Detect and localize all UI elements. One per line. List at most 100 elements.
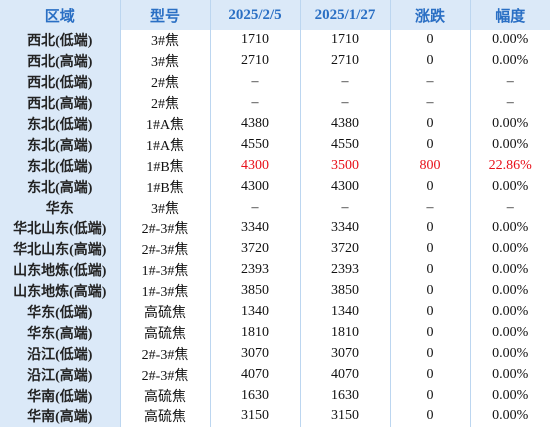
table-row: 东北(低端) 1#A焦 4380 4380 0 0.00%: [0, 113, 550, 135]
table-row: 华东(低端) 高硫焦 1340 1340 0 0.00%: [0, 301, 550, 323]
table-cell: –: [390, 92, 471, 114]
region-cell: 东北(高端): [0, 176, 121, 198]
header-cell: 型号: [120, 0, 211, 30]
table-cell: –: [300, 197, 391, 219]
table-cell: 0.00%: [492, 220, 529, 236]
table-cell: 1810: [210, 322, 301, 344]
table-row: 西北(高端) 3#焦 2710 2710 0 0.00%: [0, 50, 550, 72]
table-cell: –: [390, 71, 471, 93]
table-cell: 0: [390, 134, 471, 156]
region-cell: 山东地炼(低端): [0, 259, 121, 281]
table-cell: 1810: [300, 322, 391, 344]
table-cell: 0.00%: [492, 345, 529, 361]
table-cell: 0.00%: [492, 304, 529, 320]
table-cell: 4550: [300, 134, 391, 156]
table-cell: 0: [390, 218, 471, 239]
table-cell: 2#-3#焦: [120, 238, 211, 260]
header-cell: 区域: [0, 0, 121, 30]
table-cell: 0: [390, 176, 471, 198]
table-cell: 1#A焦: [120, 134, 211, 156]
region-cell: 华南(低端): [0, 385, 121, 407]
table-cell: 0.00%: [492, 53, 529, 69]
table-cell: 0.00%: [492, 178, 529, 194]
table-cell: 1#B焦: [120, 176, 211, 198]
table-row: 山东地炼(低端) 1#-3#焦 2393 2393 0 0.00%: [0, 259, 550, 281]
table-row: 西北(低端) 3#焦 1710 1710 0 0.00%: [0, 30, 550, 51]
table-cell: 4380: [300, 113, 391, 135]
table-cell: 0: [390, 30, 471, 51]
table-cell: 3#焦: [120, 197, 211, 219]
region-cell: 山东地炼(高端): [0, 280, 121, 302]
table-cell: 1340: [300, 301, 391, 323]
table-row: 西北(低端) 2#焦 – – – –: [0, 71, 550, 93]
header-cell: 涨跌: [390, 0, 471, 30]
region-cell: 华北山东(低端): [0, 218, 121, 239]
table-row: 华南(低端) 高硫焦 1630 1630 0 0.00%: [0, 385, 550, 407]
table-cell: 0: [390, 343, 471, 365]
table-cell: 800: [390, 155, 471, 177]
table-cell: 0.00%: [492, 366, 529, 382]
table-row: 东北(高端) 1#A焦 4550 4550 0 0.00%: [0, 134, 550, 156]
table-cell: 4070: [210, 364, 301, 386]
table-cell: –: [210, 197, 301, 219]
table-cell: 2710: [210, 50, 301, 72]
table-cell: 4300: [300, 176, 391, 198]
table-cell: 3070: [300, 343, 391, 365]
table-cell: –: [506, 74, 514, 90]
table-cell: 3#焦: [120, 50, 211, 72]
table-cell: 0: [390, 364, 471, 386]
table-cell: 高硫焦: [120, 385, 211, 407]
table-cell: 0.00%: [492, 32, 529, 48]
table-cell: 0: [390, 280, 471, 302]
table-cell: –: [300, 92, 391, 114]
table-cell: 3340: [300, 218, 391, 239]
table-cell: 4300: [210, 155, 301, 177]
table-cell: 0: [390, 385, 471, 407]
table-cell: 1#A焦: [120, 113, 211, 135]
table-cell: –: [390, 197, 471, 219]
table-row: 沿江(低端) 2#-3#焦 3070 3070 0 0.00%: [0, 343, 550, 365]
table-row: 华东(高端) 高硫焦 1810 1810 0 0.00%: [0, 322, 550, 344]
header-cell: 2025/2/5: [210, 0, 301, 30]
table-cell: 2#焦: [120, 71, 211, 93]
table-cell: 3150: [210, 406, 301, 427]
region-cell: 东北(低端): [0, 113, 121, 135]
table-cell: 3720: [300, 238, 391, 260]
region-cell: 西北(低端): [0, 30, 121, 51]
header-row: 区域 型号 2025/2/5 2025/1/27 涨跌 幅度: [0, 0, 550, 30]
table-cell: 2#-3#焦: [120, 343, 211, 365]
table-cell: –: [506, 95, 514, 111]
table-cell: 1630: [210, 385, 301, 407]
table-cell: 0: [390, 238, 471, 260]
table-cell: 2393: [300, 259, 391, 281]
table-cell: 3720: [210, 238, 301, 260]
table-cell: 0.00%: [492, 387, 529, 403]
table-row: 东北(高端) 1#B焦 4300 4300 0 0.00%: [0, 176, 550, 198]
table-cell: 2#焦: [120, 92, 211, 114]
table-cell: 3500: [300, 155, 391, 177]
table-cell: 2#-3#焦: [120, 218, 211, 239]
table-row: 华南(高端) 高硫焦 3150 3150 0 0.00%: [0, 406, 550, 427]
region-cell: 华东(高端): [0, 322, 121, 344]
table-cell: 0: [390, 259, 471, 281]
table-cell: 0.00%: [492, 116, 529, 131]
table-cell: 22.86%: [488, 157, 532, 173]
header-cell: 2025/1/27: [300, 0, 391, 30]
table-row: 华东 3#焦 – – – –: [0, 197, 550, 219]
region-cell: 华东(低端): [0, 301, 121, 323]
table-body: 西北(低端) 3#焦 1710 1710 0 0.00% 西北(高端) 3#焦 2710 2710…: [0, 30, 550, 427]
region-cell: 华南(高端): [0, 406, 121, 427]
table-cell: 0: [390, 113, 471, 135]
table-cell: 1#-3#焦: [120, 280, 211, 302]
table-cell: 0: [390, 406, 471, 427]
region-cell: 华东: [0, 197, 121, 219]
table-cell: 4550: [210, 134, 301, 156]
table-cell: 0.00%: [492, 136, 529, 152]
table-cell: 1630: [300, 385, 391, 407]
region-cell: 沿江(高端): [0, 364, 121, 386]
region-cell: 华北山东(高端): [0, 238, 121, 260]
table-cell: 3#焦: [120, 30, 211, 51]
table-cell: –: [506, 199, 514, 215]
region-cell: 西北(低端): [0, 71, 121, 93]
